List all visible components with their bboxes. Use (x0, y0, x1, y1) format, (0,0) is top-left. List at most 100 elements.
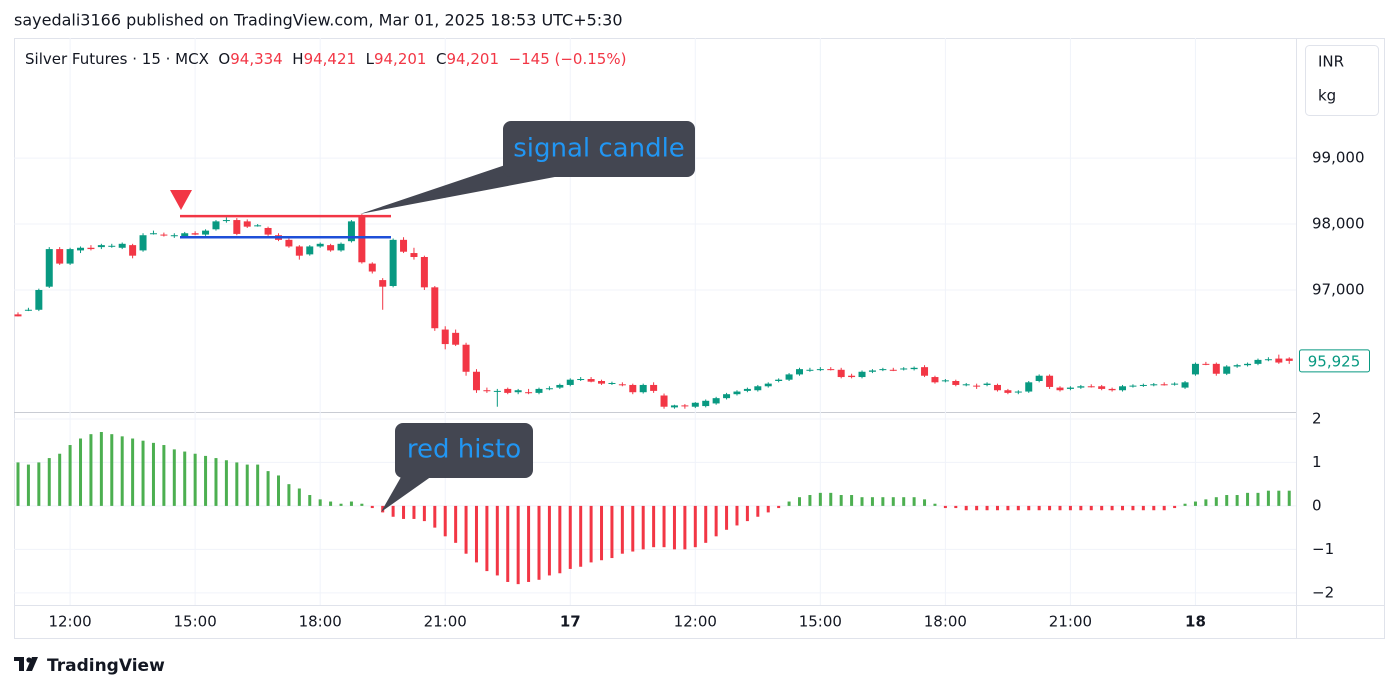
last-price-box (1299, 349, 1370, 373)
histogram-bar (672, 505, 676, 550)
ohlc-o: 94,334 (230, 50, 283, 68)
candle-body (1254, 359, 1262, 364)
histogram-bar (58, 453, 62, 506)
histogram-bar (714, 505, 718, 537)
candle-body (1077, 386, 1085, 388)
histogram-bar (1079, 505, 1083, 511)
candle-body (691, 402, 699, 407)
change: −145 (−0.15%) (508, 50, 627, 68)
histogram-bar (1006, 505, 1010, 511)
candle-body (170, 235, 178, 237)
candle-body (983, 383, 991, 385)
callout-text: signal candle (513, 134, 685, 164)
histogram-bar (537, 505, 541, 580)
histogram-bar (1235, 495, 1239, 506)
histogram-bar (527, 505, 531, 582)
histogram-bar (766, 505, 770, 513)
histogram-bar (1204, 499, 1208, 506)
candle-body (420, 257, 428, 288)
histogram-bar (204, 455, 208, 506)
histogram-bar (1058, 505, 1062, 511)
x-tick-label: 21:00 (1049, 613, 1092, 631)
histogram-bar (329, 501, 333, 506)
histogram-bar (912, 497, 916, 506)
histogram-bar (1173, 505, 1177, 509)
histogram-bar (26, 464, 30, 506)
histogram-bar (620, 505, 624, 554)
candle-body (337, 243, 345, 251)
candle-body (1150, 384, 1158, 386)
histogram-bar (756, 505, 760, 517)
candle-body (56, 249, 64, 264)
histogram-bar (881, 497, 885, 506)
histogram-bar (256, 464, 260, 506)
histogram-bar (89, 434, 93, 506)
histogram-bar (120, 436, 124, 506)
histogram-bar (245, 464, 249, 506)
y-tick-label: −1 (1312, 540, 1334, 558)
candle-body (24, 309, 32, 311)
candle-body (452, 332, 460, 345)
candle-body (1285, 358, 1293, 361)
candle-body (1223, 366, 1231, 374)
histogram-bar (818, 492, 822, 506)
callout-text: red histo (407, 435, 521, 465)
candle-body (45, 249, 53, 287)
histogram-bar (1016, 505, 1020, 511)
candle-body (868, 370, 876, 372)
candle-body (1035, 375, 1043, 381)
x-tick-label: 12:00 (48, 613, 91, 631)
histogram-bar (943, 505, 947, 509)
histogram-bar (975, 505, 979, 511)
candle-body (900, 368, 908, 370)
candle-body (598, 381, 606, 384)
candle-body (1139, 384, 1147, 386)
candle-body (639, 384, 647, 393)
candle-body (108, 245, 116, 247)
x-tick-label: 18:00 (924, 613, 967, 631)
candle-body (493, 390, 501, 392)
candle-body (775, 379, 783, 381)
y-tick-label: 98,000 (1312, 215, 1365, 233)
candle-body (389, 239, 397, 287)
candle-body (702, 400, 710, 407)
candle-body (962, 384, 970, 386)
histogram-bar (579, 505, 583, 567)
candle-body (681, 405, 689, 407)
candle-body (1244, 363, 1252, 366)
histogram-bar (808, 495, 812, 506)
histogram-bar (547, 505, 551, 576)
histogram-bar (860, 497, 864, 506)
candle-body (243, 221, 251, 227)
histogram-bar (516, 505, 520, 585)
candle-body (566, 379, 574, 385)
histogram-bar (474, 505, 478, 563)
candle-body (202, 230, 210, 235)
candle-body (816, 369, 824, 371)
candle-body (295, 246, 303, 256)
histogram-bar (485, 505, 489, 572)
candle-body (1066, 387, 1074, 389)
histogram-bar (787, 501, 791, 506)
histogram-bar (1089, 505, 1093, 511)
candle-body (1087, 386, 1095, 388)
candle-body (1129, 385, 1137, 387)
candle-body (1264, 359, 1272, 361)
candle-body (618, 384, 626, 386)
histogram-bar (79, 438, 83, 506)
histogram-bar (985, 505, 989, 511)
histogram-bar (183, 451, 187, 506)
histogram-bar (954, 505, 958, 509)
ohlc-h: 94,421 (303, 50, 357, 68)
overlays: signal candle red histo (170, 121, 695, 512)
histogram-bar (568, 505, 572, 569)
chart-frame (14, 38, 1385, 639)
candle-body (306, 246, 314, 255)
candle-body (97, 245, 105, 248)
candle-body (1098, 386, 1106, 389)
histogram-bar (652, 505, 656, 548)
candle-body (921, 367, 929, 376)
candle-body (316, 243, 324, 247)
candle-body (222, 220, 230, 222)
candle-body (556, 384, 564, 388)
